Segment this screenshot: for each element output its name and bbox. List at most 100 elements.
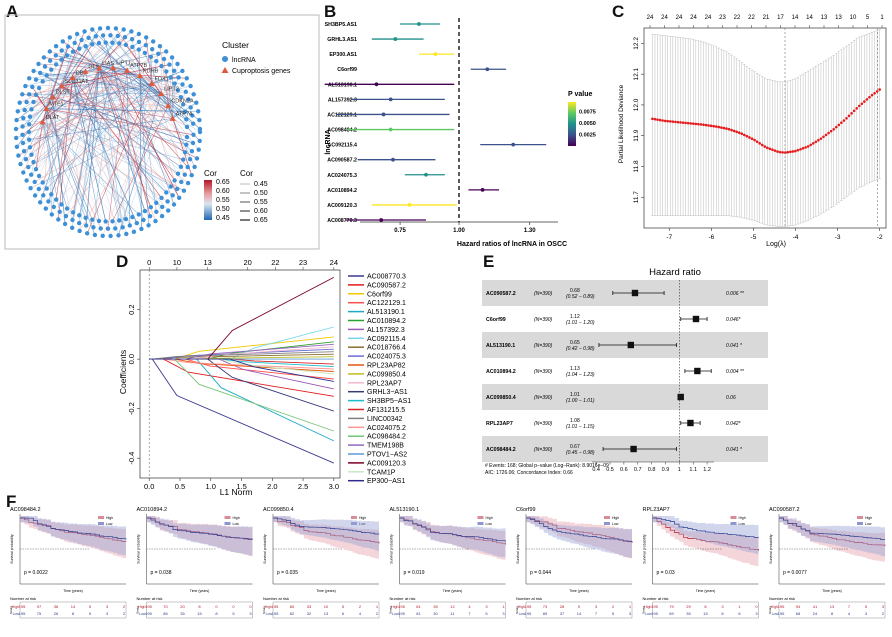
e-row-hr: 1.13 [570, 366, 580, 372]
lncrna-node [186, 97, 191, 102]
gene-node [96, 65, 103, 71]
km-ylabel: Survival probability [390, 534, 394, 564]
lncrna-node [57, 209, 62, 214]
b-row-label: GRHL3.AS1 [327, 37, 357, 43]
lncrna-node [182, 172, 187, 177]
km-plots: AC098484.2 Survival probability Time (year… [9, 507, 886, 619]
km-legend-low: Low [486, 522, 493, 526]
gene-label: ATP7A [176, 111, 193, 117]
network-edge [35, 121, 43, 170]
e-hr-point [627, 341, 635, 349]
km-ci-band [526, 516, 632, 560]
e-row-ci: (1.01 − 1.20) [566, 320, 595, 326]
km-curve [399, 517, 506, 542]
lncrna-node [100, 233, 105, 238]
c-point [686, 121, 690, 125]
lncrna-node [196, 109, 201, 114]
lncrna-node [24, 99, 29, 105]
km-strata-label: Strata [515, 606, 519, 614]
km-strata-label: Strata [136, 606, 140, 614]
lncrna-node [44, 186, 49, 191]
c-point [671, 120, 675, 123]
c-xtick-label: -4 [793, 234, 799, 241]
lncrna-node [129, 37, 135, 42]
lncrna-node [40, 79, 45, 84]
km-risk-low: 195 [145, 611, 152, 616]
lncrna-node [59, 202, 64, 207]
network-edge [28, 93, 162, 133]
km-risk-high: 195 [525, 604, 532, 609]
lncrna-node [191, 132, 196, 137]
c-top-tick-label: 24 [705, 15, 712, 21]
km-legend-low: Low [612, 522, 619, 526]
lncrna-node [184, 117, 189, 122]
km-risk-low: 14 [577, 611, 582, 616]
gene-node [39, 118, 46, 125]
km-risk-high: 3 [721, 604, 724, 609]
km-risk-low: 8 [721, 611, 724, 616]
network-edge [30, 118, 173, 189]
km-risk-high: 2 [612, 604, 615, 609]
c-point [834, 125, 838, 129]
e-row-n: (N=390) [534, 317, 553, 323]
c-xtick-label: -2 [877, 234, 883, 241]
lncrna-node [36, 186, 41, 192]
lncrna-node [166, 208, 171, 213]
network-edge [98, 67, 194, 124]
c-point [699, 123, 703, 126]
c-top-tick-label: 24 [676, 15, 683, 21]
km-curve [779, 517, 885, 540]
network-edge [31, 67, 114, 175]
d-coef-path [149, 358, 334, 382]
c-point [870, 93, 874, 97]
lncrna-node [33, 77, 39, 82]
c-point [865, 98, 869, 101]
km-legend-low-swatch [224, 522, 231, 525]
lncrna-node [108, 33, 113, 38]
km-risk-box [272, 601, 380, 619]
gene-label: DLAT [46, 115, 60, 121]
c-point [709, 124, 713, 128]
e-hr-point [694, 367, 701, 375]
km-risk-high: 2 [359, 604, 362, 609]
network-edge [25, 70, 128, 160]
lncrna-node [120, 225, 125, 230]
gene-node [49, 93, 56, 99]
km-xlabel: Time (years) [190, 589, 210, 593]
km-risk-low: 89 [669, 611, 674, 616]
km-legend-high: High [612, 516, 619, 520]
d-top-tick-label: 22 [271, 258, 279, 267]
lncrna-node [93, 34, 99, 39]
network-edge [52, 85, 191, 97]
lncrna-node [123, 42, 129, 48]
lncrna-node [184, 134, 190, 140]
network-edge [107, 27, 141, 76]
c-point [661, 119, 664, 122]
lncrna-node [103, 219, 108, 224]
c-point [778, 150, 782, 154]
network-edge [52, 96, 167, 193]
km-risk-low: 82 [290, 611, 295, 616]
lncrna-node [54, 62, 59, 67]
c-point [791, 150, 795, 153]
lncrna-node [70, 210, 76, 215]
network-edge [67, 55, 100, 69]
e-row-hr: 0.68 [570, 288, 580, 294]
lncrna-node [83, 215, 88, 220]
lncrna-node [192, 164, 197, 170]
network-edge [29, 108, 47, 118]
km-pvalue: p = 0.038 [151, 570, 172, 576]
lncrna-node [196, 147, 201, 152]
lncrna-node [40, 180, 45, 185]
d-legend-label: LINC00342 [367, 416, 403, 423]
km-risk-low: 26 [54, 611, 59, 616]
km-legend-low: Low [106, 522, 113, 526]
network-edge [72, 77, 186, 153]
lncrna-node [105, 25, 111, 31]
km-risk-high: 28 [560, 604, 565, 609]
e-row-bg [482, 384, 768, 410]
lncrna-node [20, 92, 25, 97]
network-edge [61, 28, 101, 87]
km-curve [146, 517, 253, 540]
